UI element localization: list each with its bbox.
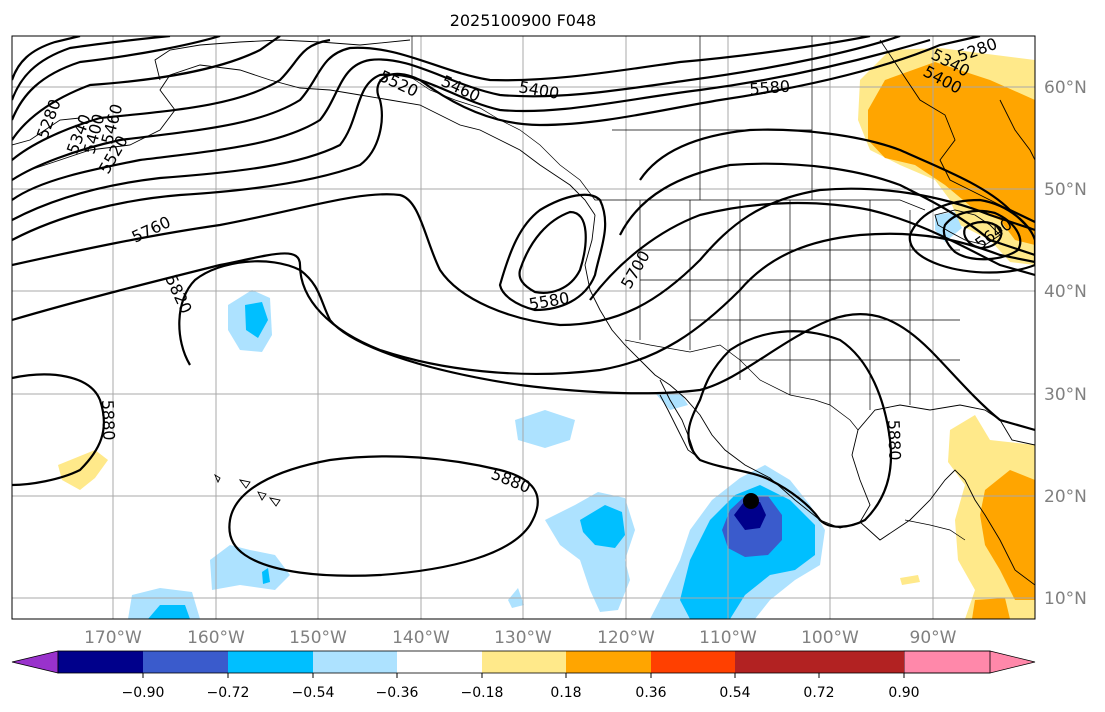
colorbar-tick-label: 0.18 xyxy=(550,685,581,701)
colorbar-tick-label: 0.36 xyxy=(635,685,666,701)
colorbar-cell xyxy=(735,651,819,673)
lon-label: 150°W xyxy=(289,628,347,648)
colorbar-cell xyxy=(228,651,313,673)
colorbar-cell xyxy=(482,651,566,673)
negative-anomaly-core xyxy=(148,605,190,619)
contour-label: 5880 xyxy=(98,399,118,440)
negative-anomaly-core xyxy=(245,302,268,338)
longitude-labels: 170°W 160°W 150°W 140°W 130°W 120°W 110°… xyxy=(84,628,957,648)
negative-anomaly-region xyxy=(515,410,575,448)
colorbar-cell xyxy=(819,651,904,673)
location-marker xyxy=(743,493,759,509)
colorbar-tick-label: 0.72 xyxy=(803,685,834,701)
lat-label: 10°N xyxy=(1044,589,1087,609)
colorbar-cell xyxy=(397,651,482,673)
lon-label: 130°W xyxy=(494,628,552,648)
positive-anomaly-core xyxy=(972,598,1010,619)
lat-label: 30°N xyxy=(1044,385,1087,405)
latitude-labels: 60°N 50°N 40°N 30°N 20°N 10°N xyxy=(1044,78,1087,609)
lat-label: 20°N xyxy=(1044,487,1087,507)
colorbar-cell xyxy=(566,651,651,673)
positive-anomaly-small xyxy=(58,450,108,490)
colorbar-extend-right xyxy=(903,650,1036,674)
colorbar-tick-label: −0.90 xyxy=(122,685,165,701)
colorbar-cell xyxy=(313,651,397,673)
colorbar-cell xyxy=(58,651,143,673)
positive-anomaly-small xyxy=(900,575,920,585)
lon-label: 170°W xyxy=(84,628,142,648)
anomaly-shading xyxy=(58,48,1035,619)
colorbar-cell xyxy=(143,651,228,673)
colorbar-cell xyxy=(651,651,735,673)
negative-anomaly-core xyxy=(262,568,270,584)
negative-anomaly-small xyxy=(935,212,962,242)
lat-label: 60°N xyxy=(1044,78,1087,98)
lon-label: 140°W xyxy=(392,628,450,648)
colorbar-tick-label: −0.72 xyxy=(207,685,250,701)
colorbar-tick-label: 0.90 xyxy=(888,685,919,701)
colorbar-tick-label: −0.54 xyxy=(292,685,335,701)
map-area: 5280 5340 5400 5460 5520 5400 5460 5520 … xyxy=(12,36,1035,619)
negative-anomaly-region xyxy=(210,545,290,590)
map-title: 2025100900 F048 xyxy=(450,11,597,30)
contour-label: 5580 xyxy=(749,77,791,99)
negative-anomaly-region xyxy=(655,392,688,410)
negative-anomaly-extreme xyxy=(734,502,766,530)
lon-label: 110°W xyxy=(699,628,757,648)
height-contours xyxy=(12,36,1035,577)
lon-label: 120°W xyxy=(597,628,655,648)
contour-label: 5880 xyxy=(884,419,904,460)
lon-label: 160°W xyxy=(187,628,245,648)
colorbar-tick-label: −0.18 xyxy=(461,685,504,701)
lat-label: 40°N xyxy=(1044,282,1087,302)
positive-anomaly-core xyxy=(868,62,1035,245)
lon-label: 100°W xyxy=(801,628,859,648)
colorbar-tick-label: −0.36 xyxy=(376,685,419,701)
map-frame xyxy=(11,35,1036,620)
colorbar-extend-left xyxy=(11,650,59,674)
positive-anomaly-core xyxy=(980,470,1035,600)
colorbar-tick-label: 0.54 xyxy=(719,685,750,701)
colorbar: −0.90 −0.72 −0.54 −0.36 −0.18 0.18 0.36 … xyxy=(11,650,1036,701)
negative-anomaly-core xyxy=(580,505,625,548)
lat-label: 50°N xyxy=(1044,180,1087,200)
lon-label: 90°W xyxy=(910,628,957,648)
